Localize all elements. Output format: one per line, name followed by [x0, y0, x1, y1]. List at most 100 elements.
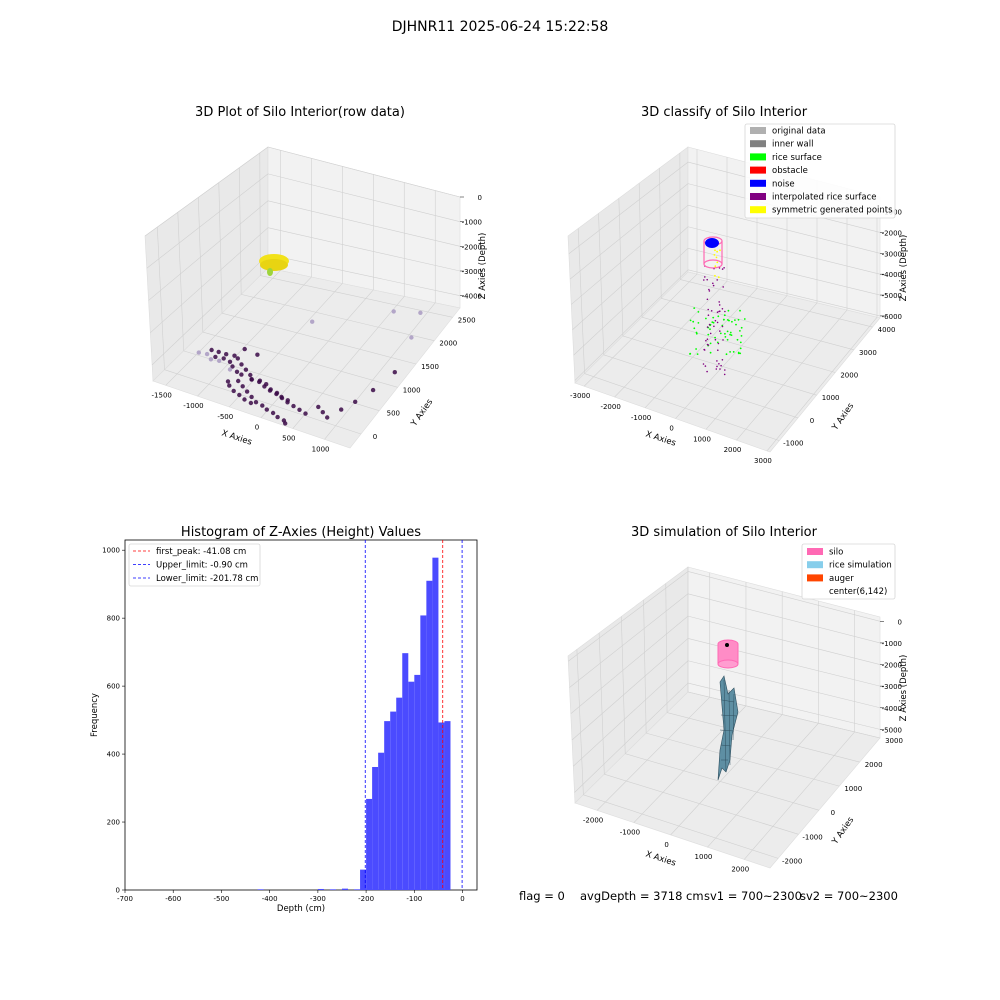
raw-point-34 [279, 394, 284, 400]
raw-point-62 [391, 309, 396, 314]
rice-surface-point-10 [739, 347, 742, 350]
tick-z-4: -4000 [462, 293, 482, 301]
rice-surface-point-7 [709, 342, 712, 345]
grid-z-side-5 [574, 269, 689, 381]
panel-raw-data: 3D Plot of Silo Interior(row data) -1500… [144, 105, 488, 453]
raw-point-30 [257, 378, 263, 383]
tick-z-3: -3000 [462, 268, 482, 276]
raw-point-29 [249, 377, 254, 382]
tick-x-5: 2000 [724, 446, 742, 454]
rice-surface-point-16 [735, 323, 737, 326]
raw-point-2 [224, 352, 229, 357]
interp-point-46 [704, 276, 706, 278]
panel1-points [196, 309, 423, 426]
grid-z-2 [687, 204, 881, 254]
raw-point-10 [239, 362, 244, 367]
raw-point-6 [235, 356, 240, 361]
raw-point-42 [264, 407, 269, 412]
grid-y-1 [604, 773, 799, 835]
grid-x-2 [229, 283, 343, 408]
raw-point-53 [316, 404, 321, 410]
grid-y-2 [202, 331, 398, 388]
grid-z-side-0 [568, 161, 689, 254]
raw-point-11 [243, 367, 249, 372]
rice-surface-point-34 [724, 332, 726, 335]
tick-y-5: 2500 [458, 316, 476, 324]
panel1-gridlines [144, 146, 464, 440]
interp-point-23 [723, 373, 726, 376]
legend2-label-4: noise [772, 179, 795, 189]
raw-point-55 [325, 415, 330, 420]
raw-point-31 [264, 382, 269, 387]
rice-surface-point-19 [740, 335, 743, 337]
interp-point-17 [707, 308, 709, 311]
hist-bar-12 [402, 653, 409, 890]
grid-y-wall-3 [638, 183, 643, 318]
tick-y-2: 0 [831, 809, 835, 817]
grid-z-side-4 [573, 660, 689, 767]
grid-y-5 [680, 279, 873, 328]
tick-z-4: -5000 [882, 292, 902, 300]
tick-y-4: 3000 [859, 349, 877, 357]
panel2-title: 3D classify of Silo Interior [641, 105, 808, 120]
rice-surface-point-49 [737, 352, 740, 355]
symmetric-point-7 [716, 261, 719, 264]
panel4-center-marker [725, 643, 729, 647]
grid-x-4 [705, 302, 818, 430]
rice-surface-point-27 [717, 315, 720, 318]
interp-point-37 [708, 290, 711, 292]
hist-bar-15 [420, 615, 427, 890]
grid-x-4 [292, 296, 405, 429]
raw-point-28 [248, 372, 253, 378]
raw-point-36 [236, 378, 241, 384]
grid-z-side-3 [150, 227, 269, 333]
hist-bar-8 [378, 752, 385, 890]
panel2-silo-cylinder [703, 236, 723, 269]
interp-point-36 [706, 343, 709, 346]
panel3-legend: first_peak: -41.08 cm Upper_limit: -0.90 … [128, 543, 261, 587]
grid-y-wall-0 [577, 228, 585, 374]
raw-point-47 [225, 379, 231, 384]
hist-bar-13 [408, 681, 415, 890]
raw-point-17 [239, 372, 244, 377]
rice-surface-point-23 [712, 316, 715, 319]
interp-point-2 [706, 370, 708, 373]
grid-y-0 [164, 369, 362, 435]
grid-y-5 [260, 275, 453, 318]
tick-y-1: -1000 [802, 833, 822, 841]
tick-z-1: -1000 [882, 640, 902, 648]
hist-ytick-3: 600 [107, 683, 120, 691]
interp-point-21 [718, 310, 720, 313]
tick-x-0: -1500 [152, 391, 172, 399]
legend2-label-0: original data [772, 127, 826, 137]
tick-z-2: -3000 [882, 250, 902, 258]
grid-y-4 [241, 294, 435, 341]
rice-surface-point-45 [723, 314, 726, 317]
raw-point-32 [268, 387, 273, 392]
symmetric-point-1 [717, 276, 720, 279]
panel2-points [689, 249, 746, 376]
interp-point-9 [704, 365, 707, 367]
tick-z-1: -2000 [882, 229, 902, 237]
grid-y-wall-1 [598, 213, 605, 355]
rice-surface-point-12 [739, 341, 742, 344]
grid-z-side-3 [571, 638, 689, 741]
symmetric-point-0 [713, 254, 716, 256]
raw-ring-bottom [260, 259, 288, 271]
interp-point-38 [716, 311, 719, 314]
rice-surface-point-46 [714, 336, 716, 339]
tick-y-0: -1000 [783, 440, 803, 448]
grid-x-0 [583, 273, 698, 387]
interp-point-0 [716, 365, 718, 368]
tick-x-4: 500 [282, 435, 295, 443]
panel3-vlines [364, 540, 463, 890]
grid-z-side-1 [569, 593, 689, 688]
raw-point-65 [255, 352, 260, 357]
grid-z-1 [687, 593, 881, 644]
raw-point-58 [370, 387, 376, 393]
interp-point-32 [714, 319, 717, 322]
raw-point-49 [231, 388, 236, 394]
footer-sv1: sv1 = 700~2300 [704, 889, 802, 903]
hist-bar-5 [360, 869, 367, 890]
